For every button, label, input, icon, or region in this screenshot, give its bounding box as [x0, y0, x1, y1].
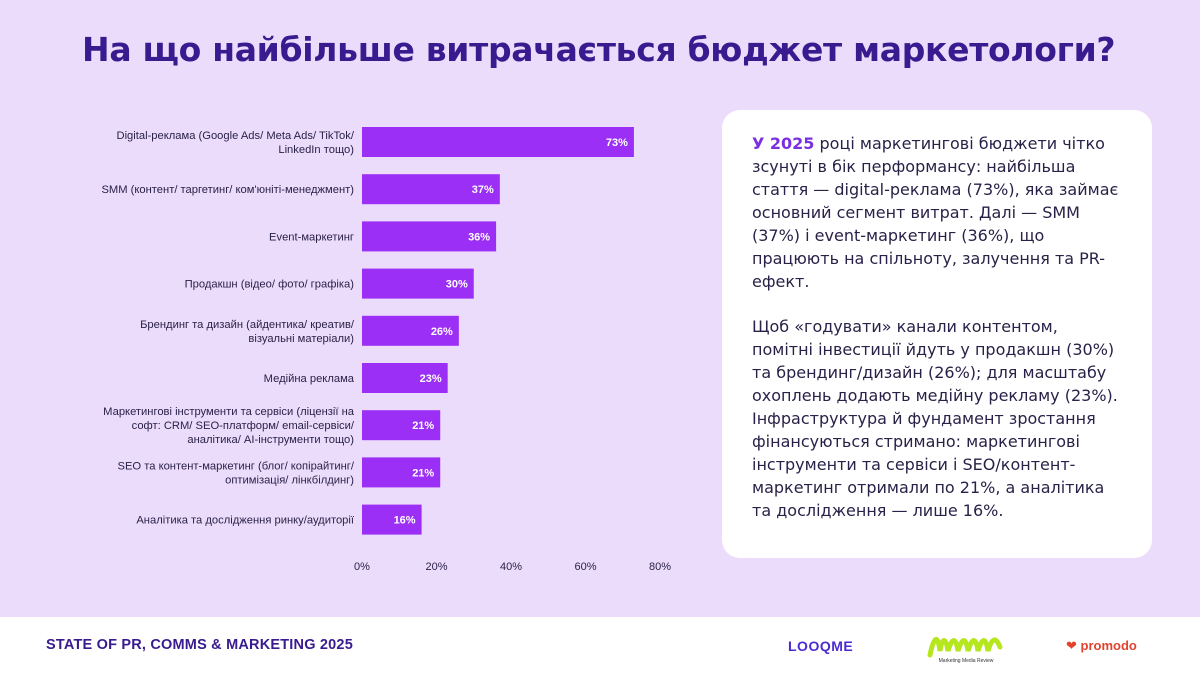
bar-chart: 73% Digital-реклама (Google Ads/ Meta Ads… [101, 127, 671, 573]
category-label-8: Аналітика та дослідження ринку/аудиторії [136, 515, 354, 527]
summary-highlight-year: У 2025 [752, 134, 815, 153]
category-label-4: Брендинг та дизайн (айдентика/ креатив/в… [140, 319, 355, 345]
bar-value-label-6: 21% [412, 420, 434, 432]
promodo-heart-icon: ❤ [1066, 638, 1077, 653]
category-label-6: Маркетингові інструменти та сервіси (ліц… [103, 406, 355, 446]
bar-value-label-4: 26% [431, 326, 453, 338]
category-label-line: Продакшн (відео/ фото/ графіка) [185, 279, 355, 291]
promodo-logo: ❤ promodo [1066, 638, 1137, 654]
promodo-logo-text: promodo [1080, 638, 1137, 653]
category-label-line: аналітика/ AI-інструменти тощо) [187, 434, 354, 446]
marketing-media-review-logo: Marketing Media Review [927, 637, 1003, 664]
bar-1 [362, 174, 500, 205]
category-label-line: Маркетингові інструменти та сервіси (ліц… [103, 406, 355, 418]
bar-value-label-1: 37% [472, 184, 494, 196]
footer-title: STATE OF PR, COMMS & MARKETING 2025 [46, 637, 353, 653]
looqme-logo: LOOQME [788, 638, 854, 654]
summary-card: У 2025 році маркетингові бюджети чітко з… [722, 110, 1152, 558]
bar-value-label-2: 36% [468, 231, 490, 243]
bar-5 [362, 363, 448, 393]
mmr-logo-text: Marketing Media Review [939, 658, 994, 664]
category-label-line: Event-маркетинг [269, 231, 354, 243]
category-label-line: оптимізація/ лінкбілдинг) [225, 474, 354, 486]
category-label-line: софт: CRM/ SEO-платформ/ email-сервіси/ [132, 420, 355, 432]
category-label-5: Медійна реклама [264, 373, 355, 385]
bar-2 [362, 221, 497, 252]
bar-8 [362, 504, 422, 535]
category-label-line: LinkedIn тощо) [278, 144, 354, 156]
bar-value-label-7: 21% [412, 467, 434, 479]
category-label-line: Брендинг та дизайн (айдентика/ креатив/ [140, 319, 355, 331]
x-tick-label-2: 40% [500, 561, 522, 573]
x-tick-label-0: 0% [354, 561, 370, 573]
category-label-7: SEO та контент-маркетинг (блог/ копірайт… [118, 460, 355, 486]
category-label-3: Продакшн (відео/ фото/ графіка) [185, 279, 355, 291]
category-label-line: SMM (контент/ таргетинг/ ком'юніті-менед… [101, 184, 354, 196]
category-label-1: SMM (контент/ таргетинг/ ком'юніті-менед… [101, 184, 354, 196]
category-label-line: візуальні матеріали) [248, 333, 354, 345]
summary-paragraph-2: Щоб «годувати» канали контентом, помітні… [752, 317, 1118, 520]
category-label-2: Event-маркетинг [269, 231, 354, 243]
bar-4 [362, 315, 459, 346]
bar-value-label-8: 16% [394, 515, 416, 527]
x-tick-label-3: 60% [574, 561, 596, 573]
summary-text-1: році маркетингові бюджети чітко зсунуті … [752, 134, 1119, 291]
x-tick-label-1: 20% [425, 561, 447, 573]
category-label-0: Digital-реклама (Google Ads/ Meta Ads/ T… [116, 130, 354, 156]
summary-paragraph-1: У 2025 році маркетингові бюджети чітко з… [752, 132, 1122, 293]
bar-3 [362, 268, 474, 299]
bar-value-label-5: 23% [420, 373, 442, 385]
bar-value-label-0: 73% [606, 137, 628, 149]
category-label-line: SEO та контент-маркетинг (блог/ копірайт… [118, 460, 355, 472]
category-label-line: Медійна реклама [264, 373, 355, 385]
bar-6 [362, 410, 441, 441]
bar-0 [362, 127, 634, 157]
bar-7 [362, 457, 441, 488]
bar-value-label-3: 30% [446, 279, 468, 291]
page-title: На що найбільше витрачається бюджет марк… [82, 30, 1116, 69]
x-tick-label-4: 80% [649, 561, 671, 573]
category-label-line: Digital-реклама (Google Ads/ Meta Ads/ T… [116, 130, 354, 142]
category-label-line: Аналітика та дослідження ринку/аудиторії [136, 515, 354, 527]
footer: STATE OF PR, COMMS & MARKETING 2025 LOOQ… [0, 617, 1200, 675]
